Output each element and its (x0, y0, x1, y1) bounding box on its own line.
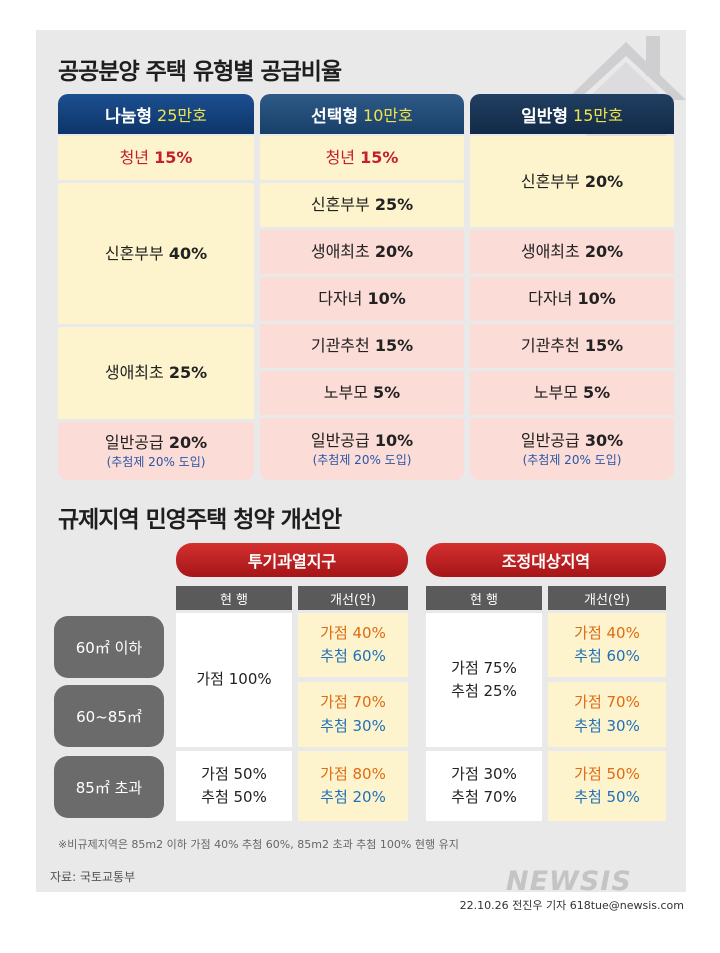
cell-seontaek-general: 일반공급 10% (추첨제 20% 도입) (260, 418, 464, 480)
cell-seontaek-newlywed: 신혼부부 25% (260, 183, 464, 227)
column-header-ilban: 일반형 15만호 (470, 94, 674, 134)
cell-ilban-parents: 노부모 5% (470, 371, 674, 415)
cell-seontaek-youth: 청년 15% (260, 136, 464, 180)
adjustment-proposed-small: 가점 40% 추첨 60% (548, 613, 666, 677)
region-header-speculation: 투기과열지구 (176, 543, 408, 577)
cell-seontaek-multichild: 다자녀 10% (260, 277, 464, 321)
credit-line: 22.10.26 전진우 기자 618tue@newsis.com (459, 899, 684, 912)
sub-header-current: 현 행 (176, 586, 292, 610)
cell-nanum-newlywed: 신혼부부 40% (58, 183, 254, 324)
newsis-logo: NEWSIS (506, 866, 632, 897)
cell-ilban-firsttime: 생애최초 20% (470, 230, 674, 274)
row-label-medium: 60~85㎡ (54, 685, 164, 747)
speculation-proposed-large: 가점 80% 추첨 20% (298, 751, 408, 821)
column-header-nanum: 나눔형 25만호 (58, 94, 254, 134)
sub-header-proposed: 개선(안) (548, 586, 666, 610)
column-count: 25만호 (157, 106, 207, 125)
column-header-seontaek: 선택형 10만호 (260, 94, 464, 134)
row-label-small: 60㎡ 이하 (54, 616, 164, 678)
column-count: 15만호 (573, 106, 623, 125)
sub-header-proposed: 개선(안) (298, 586, 408, 610)
speculation-current-small: 가점 100% (176, 613, 292, 747)
cell-ilban-newlywed: 신혼부부 20% (470, 136, 674, 227)
adjustment-current-small: 가점 75% 추첨 25% (426, 613, 542, 747)
cell-ilban-multichild: 다자녀 10% (470, 277, 674, 321)
cell-seontaek-parents: 노부모 5% (260, 371, 464, 415)
infographic-panel: 공공분양 주택 유형별 공급비율 나눔형 25만호 선택형 10만호 일반형 1… (36, 30, 686, 897)
sub-header-current: 현 행 (426, 586, 542, 610)
cell-ilban-institution: 기관추천 15% (470, 324, 674, 368)
adjustment-proposed-large: 가점 50% 추첨 50% (548, 751, 666, 821)
cell-seontaek-firsttime: 생애최초 20% (260, 230, 464, 274)
cell-seontaek-institution: 기관추천 15% (260, 324, 464, 368)
section1-title: 공공분양 주택 유형별 공급비율 (58, 59, 342, 85)
source-label: 자료: 국토교통부 (50, 870, 136, 884)
cell-nanum-firsttime: 생애최초 25% (58, 327, 254, 419)
row-label-large: 85㎡ 초과 (54, 756, 164, 818)
region-header-adjustment: 조정대상지역 (426, 543, 666, 577)
adjustment-proposed-medium: 가점 70% 추첨 30% (548, 682, 666, 747)
cell-ilban-general: 일반공급 30% (추첨제 20% 도입) (470, 418, 674, 480)
cell-nanum-general: 일반공급 20% (추첨제 20% 도입) (58, 422, 254, 480)
adjustment-current-large: 가점 30% 추첨 70% (426, 751, 542, 821)
cell-nanum-youth: 청년 15% (58, 136, 254, 180)
speculation-proposed-small: 가점 40% 추첨 60% (298, 613, 408, 677)
column-count: 10만호 (363, 106, 413, 125)
speculation-current-large: 가점 50% 추첨 50% (176, 751, 292, 821)
section2-title: 규제지역 민영주택 청약 개선안 (58, 507, 342, 533)
column-name: 일반형 (521, 106, 569, 127)
column-name: 선택형 (311, 106, 359, 127)
footnote: ※비규제지역은 85m2 이하 가점 40% 추첨 60%, 85m2 초과 추… (58, 838, 459, 851)
speculation-proposed-medium: 가점 70% 추첨 30% (298, 682, 408, 747)
column-name: 나눔형 (105, 106, 153, 127)
